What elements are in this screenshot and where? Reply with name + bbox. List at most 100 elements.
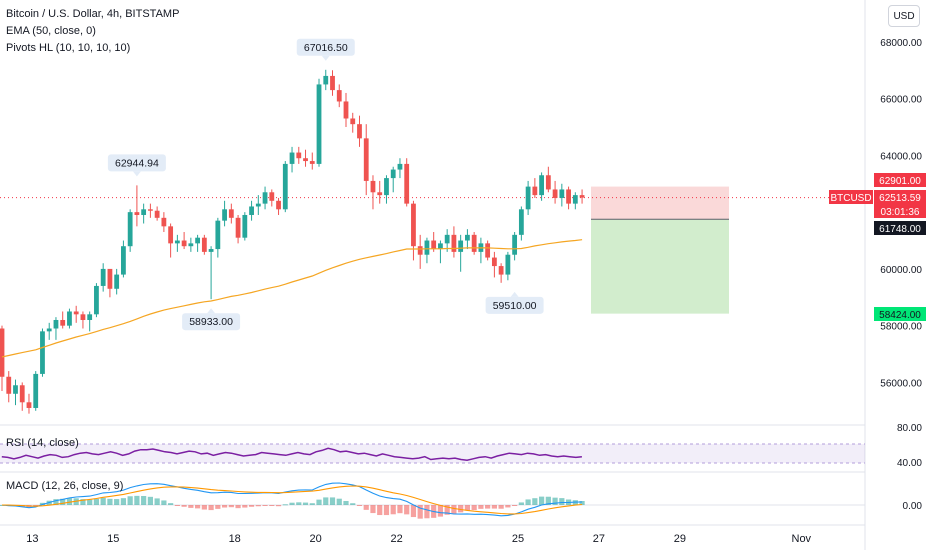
current-price-tag: 62513.59 (879, 193, 921, 204)
candle-75 (505, 254, 511, 275)
macd-hist-35 (235, 505, 241, 509)
macd-hist-80 (539, 496, 545, 505)
macd-tick-0: 0.00 (903, 501, 923, 512)
candle-39 (262, 192, 268, 204)
candle-8 (53, 319, 59, 329)
candle-14 (94, 285, 99, 315)
candle-77 (518, 209, 524, 235)
candle-64 (431, 240, 437, 250)
macd-hist-54 (363, 505, 369, 510)
candle-47 (316, 84, 322, 164)
candle-49 (330, 75, 335, 91)
candle-59 (397, 163, 403, 170)
ema-legend: EMA (50, close, 0) (6, 25, 96, 37)
macd-hist-20 (134, 495, 140, 505)
stop-loss-zone (591, 186, 729, 220)
macd-hist-33 (221, 505, 228, 508)
pivot-box-3 (485, 296, 544, 314)
macd-hist-29 (195, 505, 201, 509)
macd-hist-25 (168, 503, 174, 505)
candle-23 (154, 210, 160, 218)
macd-signal-line (1, 485, 583, 515)
candle-55 (370, 180, 376, 193)
candle-69 (465, 234, 470, 241)
candle-3 (19, 385, 25, 403)
macd-hist-49 (329, 497, 336, 505)
candle-86 (579, 195, 585, 198)
macd-line (1, 482, 583, 517)
macd-hist-52 (350, 503, 356, 505)
candle-24 (161, 217, 167, 227)
macd-hist-51 (343, 500, 349, 505)
rsi-tick-1: 40.00 (897, 458, 922, 469)
currency-button[interactable]: USD (888, 5, 920, 27)
macd-hist-15 (100, 497, 106, 505)
stop-price-tag: 62901.00 (879, 176, 921, 187)
rsi-tick-0: 80.00 (897, 423, 922, 434)
macd-hist-18 (120, 498, 127, 505)
candle-1 (6, 376, 12, 394)
macd-hist-86 (579, 500, 585, 505)
macd-legend: MACD (12, 26, close, 9) (6, 480, 124, 492)
candle-54 (363, 138, 369, 181)
candle-35 (235, 217, 241, 238)
candle-51 (343, 101, 349, 119)
candle-9 (60, 319, 66, 326)
macd-hist-46 (309, 503, 315, 505)
candle-13 (87, 314, 93, 320)
macd-hist-45 (302, 502, 309, 505)
candle-11 (73, 311, 79, 315)
candle-48 (323, 75, 329, 85)
target-price-tag-bg (874, 307, 926, 321)
candle-52 (350, 118, 356, 125)
candle-38 (255, 203, 261, 207)
macd-hist-28 (188, 505, 194, 508)
pivot-label-3: 59510.00 (493, 300, 537, 312)
macd-hist-60 (404, 505, 410, 515)
macd-hist-50 (336, 498, 342, 505)
pivot-box-1 (107, 154, 166, 172)
macd-hist-39 (262, 505, 268, 506)
y-tick-label-1: 66000.00 (880, 95, 922, 106)
candle-43 (289, 152, 295, 164)
candle-20 (134, 212, 140, 215)
macd-hist-9 (60, 498, 66, 505)
candle-46 (309, 161, 315, 164)
candle-37 (249, 206, 254, 215)
macd-hist-14 (93, 498, 100, 505)
candle-25 (168, 226, 174, 244)
macd-hist-82 (552, 497, 558, 505)
x-tick-label-0: 13 (26, 533, 38, 545)
candle-76 (512, 234, 518, 255)
candle-36 (242, 214, 248, 238)
macd-hist-48 (323, 497, 329, 505)
macd-hist-8 (53, 499, 59, 505)
y-tick-label-2: 64000.00 (880, 151, 922, 162)
pivot-pointer-2 (207, 308, 216, 314)
entry-price-tag-bg (874, 221, 926, 235)
candle-7 (46, 328, 52, 332)
candle-78 (525, 186, 531, 210)
macd-hist-79 (532, 498, 538, 505)
macd-hist-42 (282, 504, 288, 506)
candle-29 (195, 237, 201, 244)
x-tick-label-3: 20 (310, 533, 322, 545)
candle-4 (26, 402, 32, 408)
candle-83 (559, 189, 565, 198)
rsi-legend: RSI (14, close) (6, 437, 79, 449)
macd-hist-43 (289, 502, 295, 505)
macd-hist-76 (512, 505, 518, 506)
macd-hist-81 (545, 496, 551, 505)
macd-hist-36 (242, 505, 248, 508)
macd-hist-72 (485, 505, 491, 509)
rsi-line (1, 447, 582, 461)
x-tick-label-1: 15 (107, 533, 119, 545)
candle-66 (444, 234, 450, 244)
candle-50 (336, 90, 342, 102)
candle-30 (201, 237, 207, 252)
candle-2 (13, 385, 18, 394)
candle-74 (498, 266, 504, 275)
candle-72 (485, 243, 491, 258)
